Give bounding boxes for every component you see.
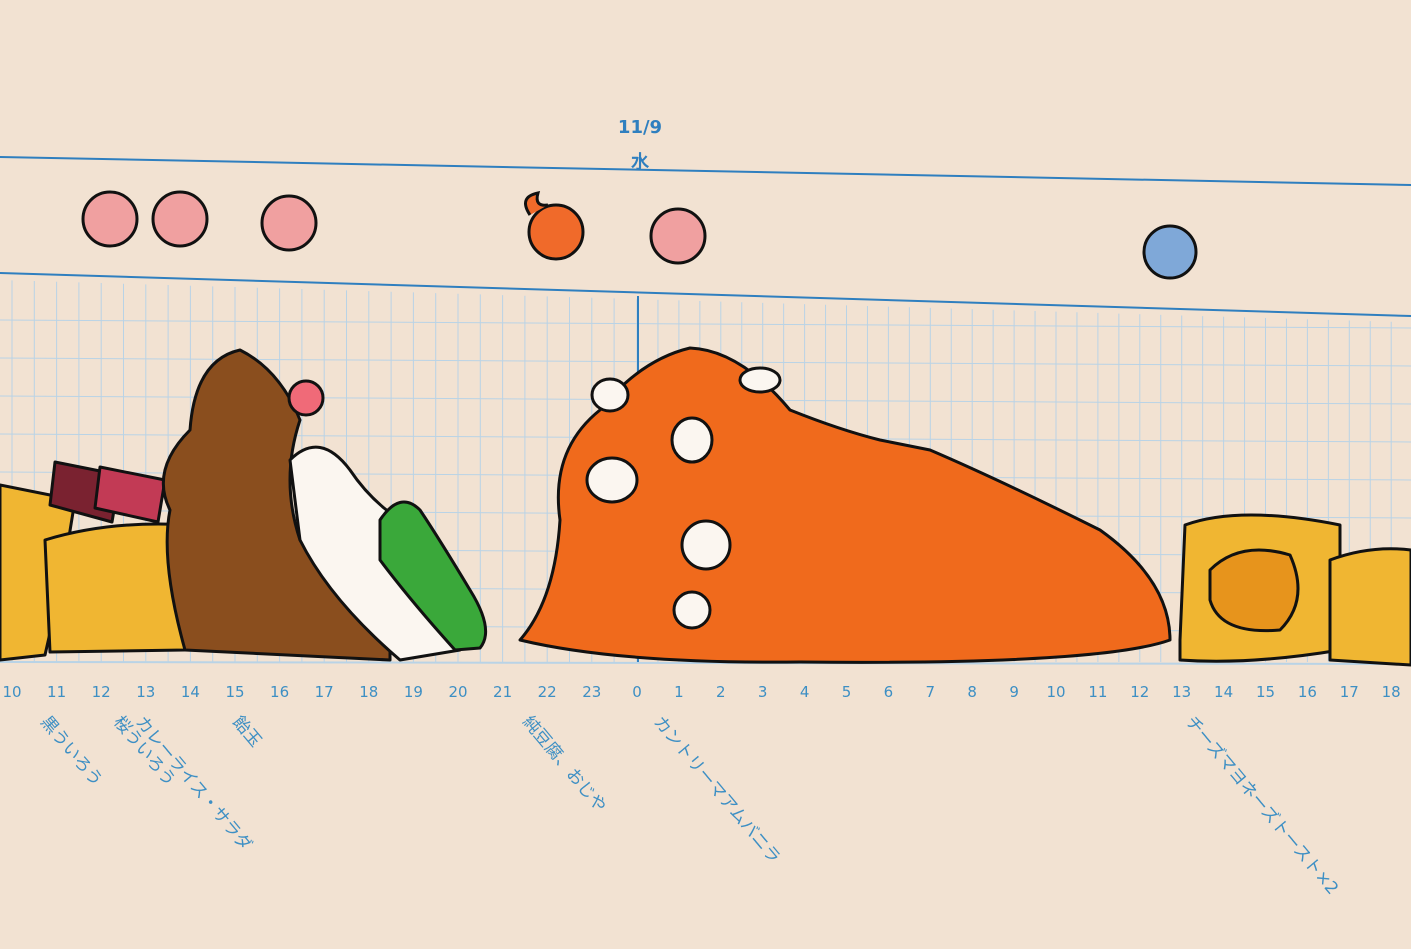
hour-label: 15 <box>225 683 244 701</box>
header-line <box>0 272 1411 317</box>
hour-label: 11 <box>47 683 66 701</box>
axis-line <box>0 661 1411 665</box>
grid-line <box>0 319 1411 329</box>
hour-label: 23 <box>582 683 601 701</box>
hour-labels: 10 11 12 13 14 15 16 17 18 19 20 21 22 23 0 1 2 3 4 5 6 7 8 9 10… <box>2 683 1400 701</box>
hour-label: 6 <box>884 683 894 701</box>
hour-label: 18 <box>359 683 378 701</box>
hour-label: 13 <box>1172 683 1191 701</box>
hour-label: 4 <box>800 683 810 701</box>
hour-label: 14 <box>181 683 200 701</box>
header-line <box>0 156 1411 186</box>
hour-label: 17 <box>315 683 334 701</box>
hour-label: 14 <box>1214 683 1233 701</box>
hour-label: 12 <box>92 683 111 701</box>
food-illustrations <box>0 346 1411 667</box>
hour-label: 1 <box>674 683 684 701</box>
hour-label: 22 <box>538 683 557 701</box>
date: 11/9 <box>618 117 662 138</box>
hour-label: 9 <box>1009 683 1019 701</box>
hour-label: 5 <box>842 683 852 701</box>
hour-label: 16 <box>270 683 289 701</box>
weekday: 水 <box>631 151 650 173</box>
hour-label: 20 <box>448 683 467 701</box>
hour-label: 3 <box>758 683 768 701</box>
hour-label: 18 <box>1382 683 1401 701</box>
hour-label: 17 <box>1340 683 1359 701</box>
hour-label: 7 <box>926 683 936 701</box>
faces <box>81 190 1198 280</box>
hour-label: 11 <box>1088 683 1107 701</box>
hour-label: 12 <box>1130 683 1149 701</box>
hour-label: 2 <box>716 683 726 701</box>
hour-label: 10 <box>2 683 21 701</box>
hour-label: 0 <box>632 683 642 701</box>
hour-label: 15 <box>1256 683 1275 701</box>
hour-label: 13 <box>136 683 155 701</box>
hour-label: 10 <box>1046 683 1065 701</box>
hour-label: 21 <box>493 683 512 701</box>
hour-label: 19 <box>404 683 423 701</box>
hour-label: 8 <box>967 683 977 701</box>
hour-label: 16 <box>1298 683 1317 701</box>
